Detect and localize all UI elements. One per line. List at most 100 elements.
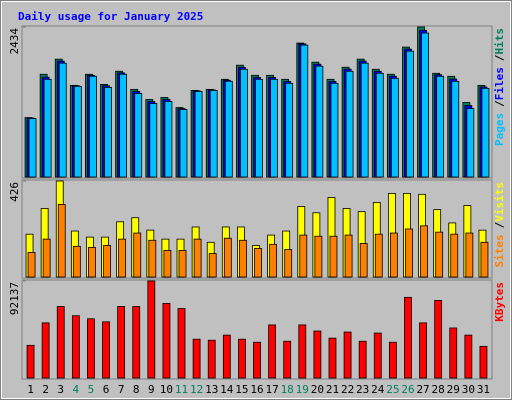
x-tick-label: 8 bbox=[133, 383, 140, 396]
x-tick-label: 31 bbox=[477, 383, 490, 396]
legend-entry: Visits bbox=[493, 182, 506, 222]
bar bbox=[465, 232, 474, 278]
bar bbox=[178, 250, 187, 278]
x-tick-label: 11 bbox=[175, 383, 188, 396]
bar bbox=[466, 108, 475, 178]
bar bbox=[71, 315, 80, 379]
bar bbox=[164, 101, 173, 178]
bar bbox=[434, 299, 443, 379]
bar bbox=[451, 80, 460, 178]
bar bbox=[328, 337, 337, 379]
bar bbox=[450, 233, 459, 278]
legend: Pages/Files/Hits bbox=[493, 28, 506, 146]
bar bbox=[73, 85, 82, 178]
x-tick-label: 17 bbox=[265, 383, 278, 396]
bar bbox=[26, 344, 35, 379]
bar bbox=[148, 239, 157, 278]
bar bbox=[449, 327, 458, 379]
bar bbox=[240, 68, 248, 178]
bar bbox=[88, 247, 96, 278]
legend-entry: Hits bbox=[493, 28, 506, 55]
x-tick-label: 3 bbox=[57, 383, 64, 396]
bar bbox=[268, 324, 276, 379]
x-tick-label: 19 bbox=[296, 383, 309, 396]
bar bbox=[270, 78, 278, 178]
x-tick-label: 7 bbox=[118, 383, 125, 396]
x-tick-label: 15 bbox=[235, 383, 248, 396]
bar bbox=[134, 93, 143, 178]
bar bbox=[269, 243, 277, 278]
bar bbox=[72, 245, 81, 278]
bar bbox=[179, 109, 188, 178]
bar bbox=[209, 90, 218, 178]
bar bbox=[254, 247, 262, 278]
x-tick-label: 6 bbox=[103, 383, 110, 396]
bar bbox=[421, 32, 429, 178]
bar bbox=[284, 249, 293, 278]
bar bbox=[239, 239, 247, 278]
bar bbox=[298, 324, 307, 379]
bar bbox=[208, 253, 217, 278]
legend: Sites /Visits bbox=[493, 182, 506, 268]
legend-separator: / bbox=[493, 100, 506, 107]
bar bbox=[222, 334, 231, 379]
bar bbox=[344, 234, 353, 278]
legend-separator: / bbox=[493, 54, 506, 61]
bar bbox=[479, 345, 488, 379]
x-tick-label: 21 bbox=[326, 383, 339, 396]
bar bbox=[299, 234, 308, 278]
legend: KBytes bbox=[493, 282, 506, 322]
legend-entry: Pages bbox=[493, 113, 506, 146]
y-tick-label: 2434 bbox=[8, 28, 21, 55]
bar bbox=[420, 225, 428, 278]
bar bbox=[133, 232, 142, 278]
bar bbox=[374, 233, 383, 278]
bar bbox=[41, 322, 50, 379]
bar bbox=[343, 331, 352, 379]
bar bbox=[193, 238, 202, 278]
bar bbox=[238, 338, 246, 379]
x-tick-label: 28 bbox=[432, 383, 445, 396]
bar bbox=[405, 228, 413, 278]
bar bbox=[255, 78, 263, 178]
x-tick-label: 29 bbox=[447, 383, 460, 396]
bar bbox=[390, 77, 399, 178]
bar bbox=[43, 78, 52, 178]
x-tick-label: 5 bbox=[88, 383, 95, 396]
x-tick-label: 27 bbox=[416, 383, 429, 396]
bar bbox=[27, 252, 36, 278]
bar bbox=[435, 231, 444, 278]
bar bbox=[419, 322, 427, 379]
x-tick-label: 4 bbox=[73, 383, 80, 396]
bar bbox=[194, 91, 203, 178]
bar bbox=[314, 235, 323, 278]
bar bbox=[285, 82, 294, 178]
bar bbox=[464, 334, 473, 379]
x-tick-label: 18 bbox=[281, 383, 294, 396]
x-tick-label: 24 bbox=[371, 383, 385, 396]
bar bbox=[104, 86, 112, 178]
x-tick-label: 20 bbox=[311, 383, 324, 396]
x-tick-label: 14 bbox=[220, 383, 234, 396]
bar bbox=[163, 250, 172, 278]
bar bbox=[177, 308, 186, 379]
bar bbox=[315, 65, 324, 178]
legend-entry: Sites bbox=[493, 234, 506, 267]
bar bbox=[87, 318, 95, 379]
bar bbox=[360, 62, 369, 178]
bar bbox=[300, 44, 309, 178]
bar bbox=[57, 204, 66, 278]
x-tick-label: 16 bbox=[250, 383, 263, 396]
x-tick-label: 23 bbox=[356, 383, 369, 396]
x-tick-label: 22 bbox=[341, 383, 354, 396]
x-tick-label: 26 bbox=[401, 383, 414, 396]
bar bbox=[162, 303, 171, 379]
y-tick-label: 92137 bbox=[8, 282, 21, 315]
bar bbox=[56, 306, 65, 379]
bar bbox=[480, 241, 489, 278]
bar bbox=[283, 340, 292, 379]
bar bbox=[207, 339, 216, 379]
bar bbox=[118, 238, 127, 278]
x-tick-label: 2 bbox=[42, 383, 49, 396]
